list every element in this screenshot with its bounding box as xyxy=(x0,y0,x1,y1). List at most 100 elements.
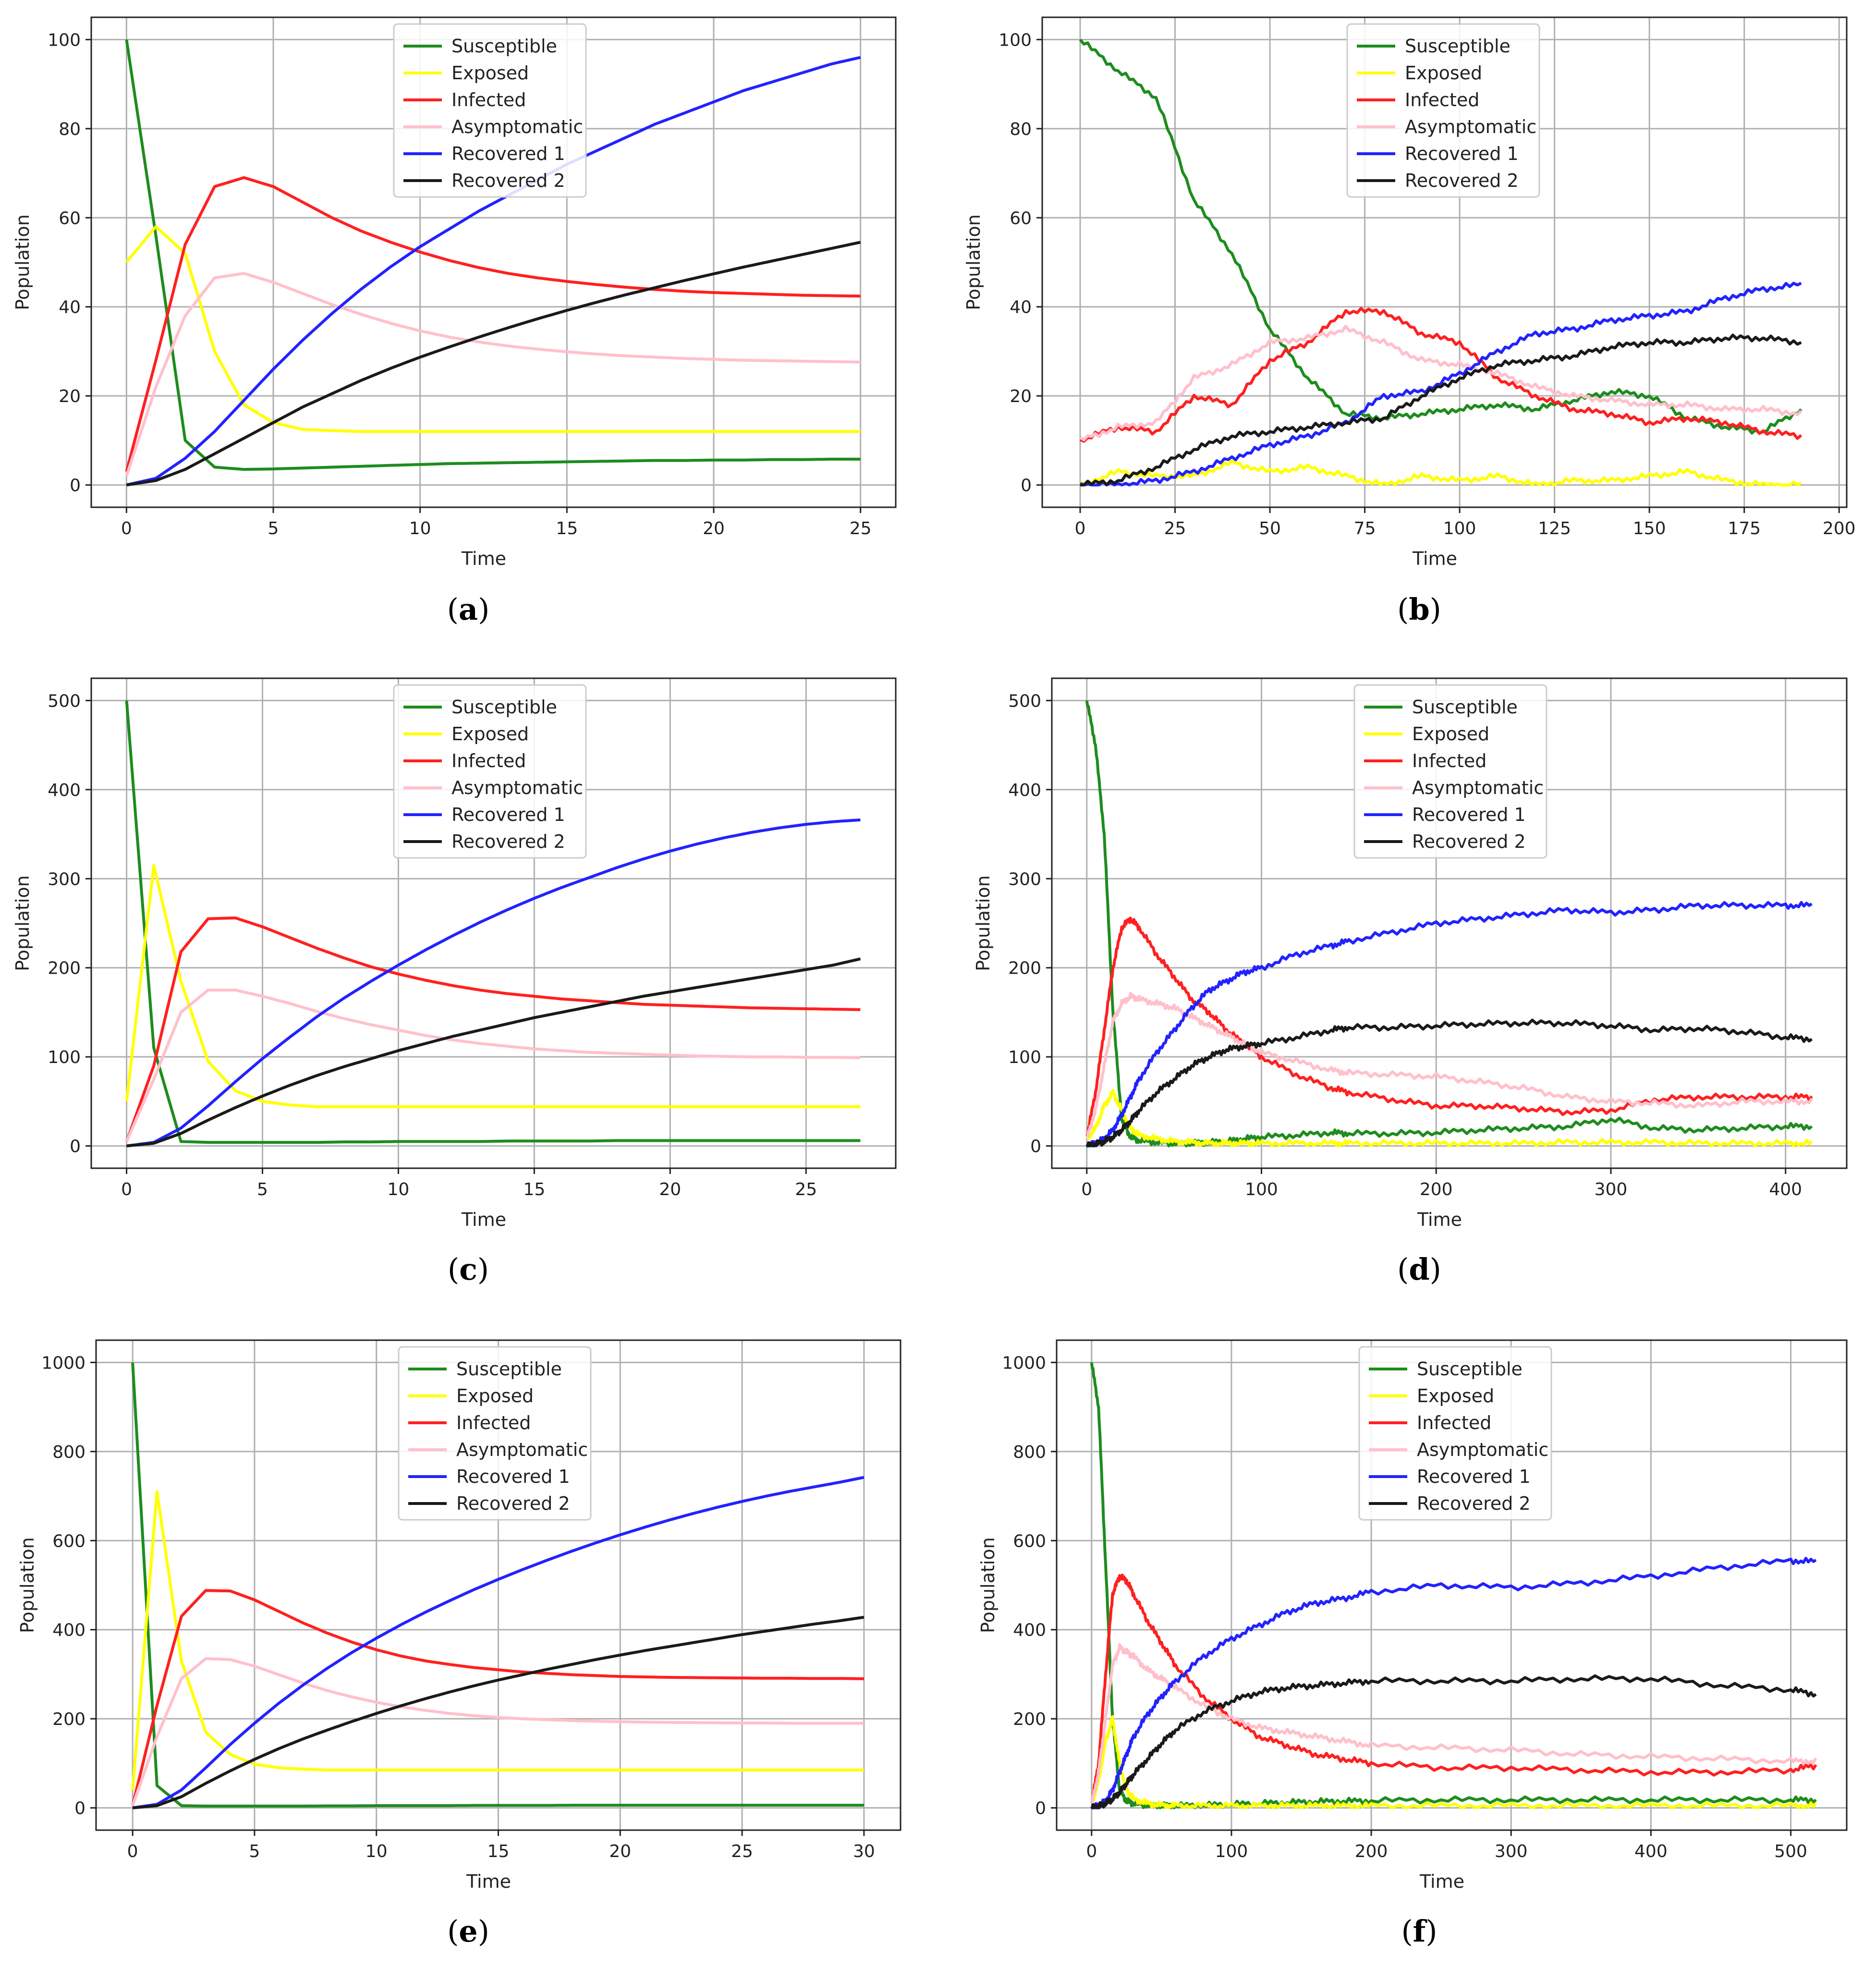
x-tick-label: 25 xyxy=(731,1842,753,1861)
series-line-susceptible xyxy=(125,700,861,1144)
caption-letter: c xyxy=(459,1252,477,1287)
caption-letter: f xyxy=(1413,1914,1427,1949)
caption-letter: e xyxy=(459,1914,477,1949)
legend-label: Asymptomatic xyxy=(1417,1439,1548,1460)
series-line-infected xyxy=(1079,306,1803,443)
legend-label: Asymptomatic xyxy=(451,777,583,798)
x-tick-label: 25 xyxy=(1164,519,1186,538)
chart-panel-b: 0 25 50 75 100 125 150 175 200 0 20 40 60 80 100 Time Po… xyxy=(963,16,1856,627)
x-tick-label: 5 xyxy=(268,519,279,538)
chart-panel-d: 0 100 200 300 400 0 100 200 300 400 500 Time Populat… xyxy=(973,677,1848,1287)
y-tick-label: 400 xyxy=(48,781,81,800)
axes-frame xyxy=(90,16,897,508)
legend-label: Recovered 1 xyxy=(456,1466,570,1487)
x-axis-label: Time xyxy=(461,548,506,569)
legend-label: Recovered 1 xyxy=(1412,804,1526,825)
y-tick-label: 600 xyxy=(52,1531,85,1551)
y-tick-label: 800 xyxy=(52,1442,85,1462)
x-tick-label: 25 xyxy=(850,519,872,538)
caption-letter: a xyxy=(459,592,478,627)
y-tick-label: 0 xyxy=(74,1799,85,1819)
x-tick-label: 150 xyxy=(1633,519,1666,538)
legend-label: Exposed xyxy=(1417,1385,1494,1406)
legend-label: Exposed xyxy=(1412,723,1489,745)
series-line-recovered-2 xyxy=(126,241,861,487)
y-tick-label: 1000 xyxy=(1002,1353,1046,1373)
x-tick-label: 20 xyxy=(703,519,725,538)
y-tick-label: 80 xyxy=(59,120,81,139)
caption-paren-close: ) xyxy=(1425,1914,1437,1949)
y-tick-label: 500 xyxy=(48,691,81,711)
series-line-infected xyxy=(1090,1574,1817,1804)
y-tick-label: 200 xyxy=(1008,959,1041,978)
series-line-exposed xyxy=(1080,459,1802,487)
series-line-susceptible xyxy=(1085,700,1813,1148)
legend-label: Infected xyxy=(1405,89,1479,110)
series-line-recovered-2 xyxy=(132,1615,865,1809)
y-tick-label: 0 xyxy=(1030,1137,1041,1157)
x-axis-label: Time xyxy=(466,1871,511,1892)
legend-label: Susceptible xyxy=(1405,36,1511,57)
y-tick-label: 0 xyxy=(70,1137,81,1157)
series-line-asymptomatic xyxy=(131,1657,864,1807)
caption-paren-open: ( xyxy=(447,1914,459,1949)
y-tick-label: 20 xyxy=(1010,387,1032,406)
series-line-infected xyxy=(125,916,861,1142)
series-line-asymptomatic xyxy=(1091,1643,1817,1804)
y-tick-label: 1000 xyxy=(41,1353,85,1373)
chart-panel-a: 0 5 10 15 20 25 0 20 40 60 80 100 Time Population Susc… xyxy=(12,16,897,627)
y-tick-label: 100 xyxy=(48,1048,81,1067)
x-tick-label: 175 xyxy=(1728,519,1761,538)
x-tick-label: 0 xyxy=(1086,1842,1097,1861)
caption-paren-open: ( xyxy=(447,592,459,627)
legend-label: Recovered 1 xyxy=(1417,1466,1531,1487)
legend-label: Asymptomatic xyxy=(456,1439,588,1460)
x-tick-label: 20 xyxy=(609,1842,631,1861)
legend-label: Susceptible xyxy=(1412,697,1518,718)
series-line-asymptomatic xyxy=(1085,992,1813,1138)
y-tick-label: 80 xyxy=(1010,120,1032,139)
y-tick-label: 300 xyxy=(1008,869,1041,889)
x-axis-label: Time xyxy=(461,1209,506,1230)
caption-paren-close: ) xyxy=(478,1914,489,1949)
legend-label: Asymptomatic xyxy=(1412,777,1544,798)
x-tick-label: 300 xyxy=(1495,1842,1528,1861)
y-axis-label: Population xyxy=(977,1537,999,1633)
panel-caption: (d) xyxy=(1397,1252,1441,1287)
legend-label: Infected xyxy=(1417,1412,1491,1433)
panel-caption: (c) xyxy=(448,1252,489,1287)
legend-label: Asymptomatic xyxy=(451,116,583,137)
chart-panel-c: 0 5 10 15 20 25 0 100 200 300 400 500 Time Population… xyxy=(12,677,897,1287)
chart-panel-e: 0 5 10 15 20 25 30 0 200 400 600 800 1000 Time Populat… xyxy=(17,1339,901,1949)
y-tick-label: 200 xyxy=(1013,1710,1046,1729)
x-axis-label: Time xyxy=(1417,1209,1462,1230)
y-tick-label: 600 xyxy=(1013,1531,1046,1551)
series-line-exposed xyxy=(125,864,861,1108)
y-tick-label: 200 xyxy=(48,959,81,978)
y-axis-label: Population xyxy=(12,875,33,971)
caption-paren-close: ) xyxy=(1430,592,1441,627)
x-tick-label: 25 xyxy=(795,1180,817,1199)
x-tick-label: 20 xyxy=(659,1180,681,1199)
series-line-exposed xyxy=(125,225,861,433)
y-tick-label: 60 xyxy=(1010,208,1032,228)
y-tick-label: 200 xyxy=(52,1710,85,1729)
x-tick-label: 10 xyxy=(388,1180,410,1199)
x-tick-label: 400 xyxy=(1634,1842,1668,1861)
legend-label: Recovered 2 xyxy=(1412,831,1526,852)
series-line-recovered-2 xyxy=(1091,1674,1817,1809)
x-tick-label: 50 xyxy=(1259,519,1281,538)
legend-label: Recovered 1 xyxy=(451,804,565,825)
caption-paren-close: ) xyxy=(477,1252,489,1287)
x-axis-label: Time xyxy=(1419,1871,1464,1892)
y-tick-label: 0 xyxy=(1021,476,1032,496)
series-line-recovered-1 xyxy=(1079,281,1802,487)
y-tick-label: 100 xyxy=(999,30,1032,50)
x-axis-label: Time xyxy=(1412,548,1457,569)
x-tick-label: 15 xyxy=(556,519,578,538)
series-line-recovered-1 xyxy=(1085,901,1813,1148)
x-tick-label: 200 xyxy=(1420,1180,1453,1199)
series-line-infected xyxy=(131,1589,864,1806)
y-axis-label: Population xyxy=(963,214,984,310)
